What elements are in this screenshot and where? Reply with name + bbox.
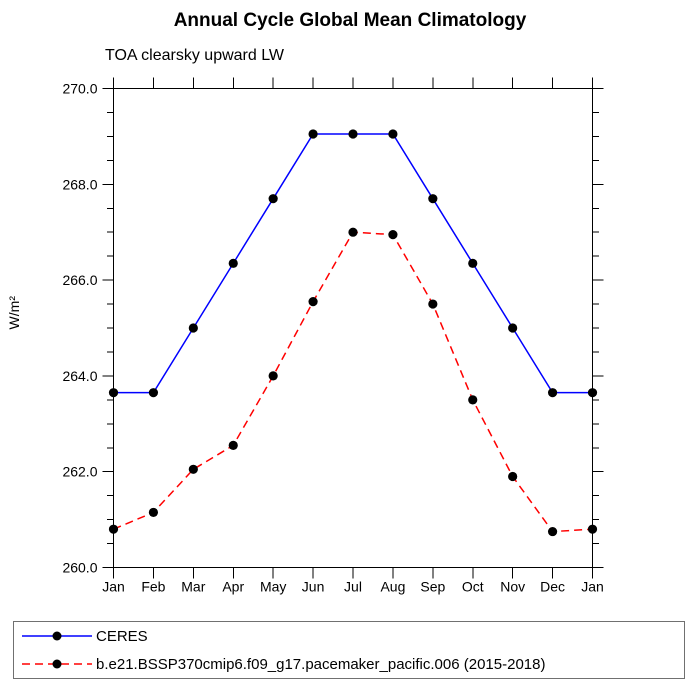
data-point-marker <box>268 194 278 204</box>
legend-line-sample-solid <box>22 631 92 641</box>
legend-line-sample-dashed <box>22 659 92 669</box>
x-tick-labels: Jan Feb Mar Apr May Jun Jul Aug Sep Oct Nov Dec Jan <box>102 579 604 595</box>
data-point-marker <box>508 471 518 482</box>
x-tick-label: Apr <box>222 579 244 595</box>
series-model <box>108 227 598 537</box>
legend-label-model: b.e21.BSSP370cmip6.f09_g17.pacemaker_pac… <box>96 655 546 673</box>
data-point-marker <box>587 388 598 398</box>
data-point-marker <box>428 194 438 204</box>
x-tick-label: Oct <box>462 579 484 595</box>
legend-item-model: b.e21.BSSP370cmip6.f09_g17.pacemaker_pac… <box>20 650 684 678</box>
data-point-marker <box>188 323 198 333</box>
x-tick-label: Jun <box>302 579 325 595</box>
data-point-marker <box>308 129 318 139</box>
x-tick-label: Jul <box>344 579 362 595</box>
x-tick-label: May <box>260 579 286 595</box>
data-point-marker <box>508 323 518 333</box>
data-point-marker <box>308 297 318 307</box>
data-point-marker <box>388 129 398 139</box>
data-point-marker <box>428 299 438 309</box>
x-tick-label: Jan <box>581 579 604 595</box>
y-tick-label: 260.0 <box>62 560 97 576</box>
y-tick-label: 262.0 <box>62 464 97 480</box>
data-point-marker <box>547 388 558 398</box>
data-point-marker <box>268 371 278 381</box>
chart-title: Annual Cycle Global Mean Climatology <box>173 10 527 31</box>
x-tick-label: Dec <box>540 579 565 595</box>
x-tick-label: Jan <box>102 579 125 595</box>
y-tick-label: 268.0 <box>62 176 97 192</box>
data-point-marker <box>228 258 238 268</box>
data-point-marker <box>188 464 198 474</box>
y-tick-label: 266.0 <box>62 272 97 288</box>
x-tick-label: Aug <box>380 579 405 595</box>
data-point-marker <box>108 388 119 398</box>
data-point-marker <box>108 524 119 534</box>
chart-subtitle: TOA clearsky upward LW <box>105 47 285 64</box>
data-point-marker <box>348 129 358 139</box>
axes <box>102 77 604 579</box>
y-tick-label: 270.0 <box>62 81 97 97</box>
x-tick-label: Nov <box>500 579 525 595</box>
data-point-marker <box>587 524 598 534</box>
data-point-marker <box>148 388 159 398</box>
chart-plot-area: 260.0 262.0 264.0 266.0 268.0 270.0 Jan Feb Mar A… <box>62 77 604 595</box>
x-tick-label: Sep <box>420 579 445 595</box>
x-tick-label: Mar <box>181 579 205 595</box>
series-ceres <box>108 129 598 398</box>
data-point-marker <box>148 507 159 518</box>
x-tick-label: Feb <box>141 579 165 595</box>
data-point-marker <box>468 395 478 405</box>
data-point-marker <box>388 229 398 240</box>
data-point-marker <box>468 258 478 268</box>
data-point-marker <box>348 227 358 237</box>
data-point-marker <box>547 526 558 537</box>
marker-dot-icon <box>52 659 62 669</box>
y-tick-label: 264.0 <box>62 368 97 384</box>
y-tick-labels: 260.0 262.0 264.0 266.0 268.0 270.0 <box>62 81 97 576</box>
legend: CERES b.e21.BSSP370cmip6.f09_g17.pacemak… <box>13 621 685 679</box>
data-point-marker <box>228 440 238 450</box>
legend-item-ceres: CERES <box>20 622 684 650</box>
marker-dot-icon <box>52 631 62 641</box>
legend-label-ceres: CERES <box>96 627 148 645</box>
